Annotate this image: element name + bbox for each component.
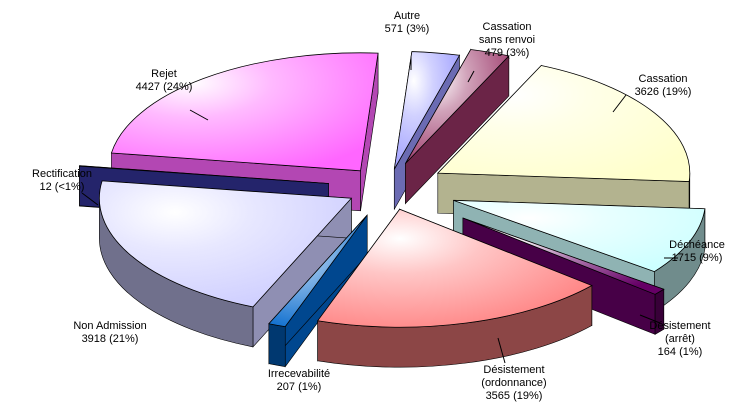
slice-irrecevabilite [268,214,368,328]
slice-labels: Autre 571 (3%) Cassation sans renvoi 479 (3%… [32,10,725,402]
data-label-rectification: Rectification 12 (<1%) [32,168,92,193]
data-label-decheance: Déchéance 1715 (9%) [669,239,725,264]
slice-desistement-arret [462,217,665,295]
data-label-autre: Autre 571 (3%) [385,10,430,35]
slice-non-admission [98,180,353,308]
data-label-desistement-arret: Désistement (arrêt) 164 (1%) [649,320,710,358]
leader-line-cassation [612,94,627,113]
data-label-cassation: Cassation 3626 (19%) [635,73,692,98]
leader-lines [81,57,678,364]
data-label-desistement-ordonnance: Désistement (ordonnance) 3565 (19%) [481,364,546,402]
leader-line-rectification [81,192,99,206]
leader-line-rejet [189,109,209,121]
slice-autre [393,51,461,170]
data-label-rejet: Rejet 4427 (24%) [136,68,193,93]
leader-line-cassation-sans-renvoi [467,70,475,83]
slice-rectification [78,165,329,184]
slice-cassation-sans-renvoi [405,49,510,164]
slice-desistement-ordonnance [316,208,593,328]
slice-decheance [453,199,706,273]
pie-tops [78,49,706,328]
irrecevabilite-rim [268,323,286,368]
data-label-irrecevabilite: Irrecevabilité 207 (1%) [268,368,330,393]
slice-rejet [110,52,379,172]
data-label-non-admission: Non Admission 3918 (21%) [73,320,146,345]
leader-line-desistement-arret [639,314,661,324]
slice-cassation [436,65,691,182]
data-label-cassation-sans-renvoi: Cassation sans renvoi 479 (3%) [479,21,535,59]
leader-line-desistement-ordonnance [497,337,506,364]
